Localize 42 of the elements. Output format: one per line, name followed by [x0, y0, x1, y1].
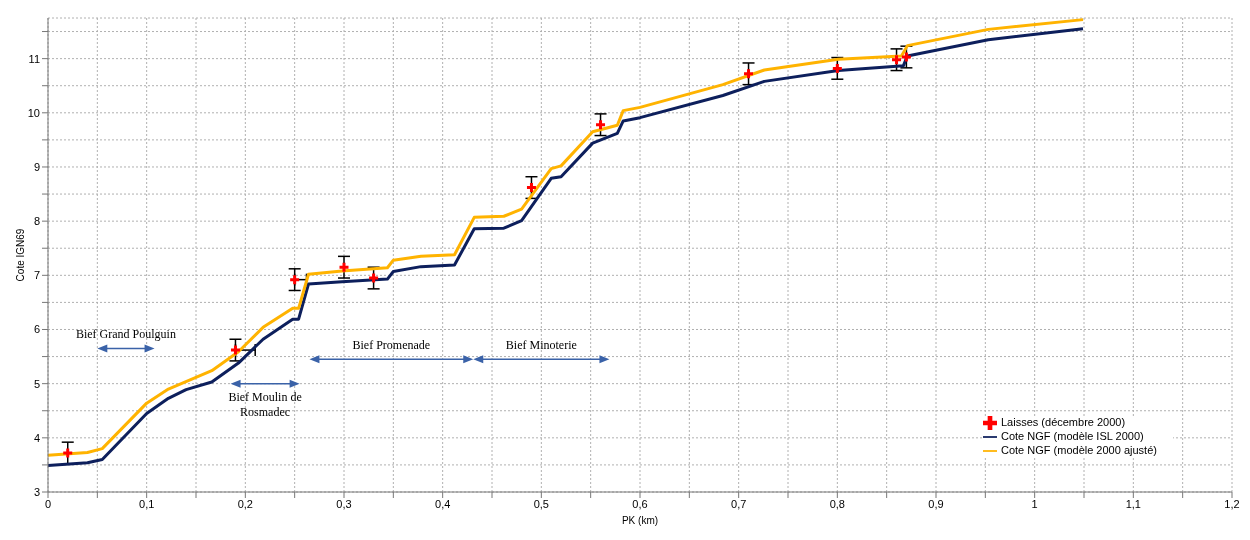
- y-axis-title: Cote IGN69: [14, 228, 26, 282]
- x-tick-label: 1,2: [1224, 497, 1240, 510]
- y-tick-label: 5: [33, 377, 40, 390]
- y-tick-label: 7: [33, 269, 40, 282]
- x-tick-label: 0,4: [435, 497, 451, 510]
- y-tick-label: 10: [27, 106, 40, 119]
- point: [339, 262, 349, 272]
- point: [526, 183, 536, 193]
- x-tick-label: 0,6: [632, 497, 648, 510]
- x-axis-title: PK (km): [621, 515, 659, 526]
- point: [901, 52, 911, 62]
- y-tick-label: 4: [33, 431, 40, 444]
- x-tick-label: 1,1: [1125, 497, 1141, 510]
- x-tick-label: 0,2: [237, 497, 253, 510]
- point: [832, 63, 842, 73]
- annotation: Bief Grand Poulguin: [75, 327, 176, 342]
- y-tick-label: 9: [33, 160, 40, 173]
- x-tick-label: 0,8: [829, 497, 845, 510]
- annotation: Bief Minoterie: [505, 338, 577, 353]
- y-tick-label: 8: [33, 215, 40, 228]
- x-tick-label: 1: [1031, 497, 1038, 510]
- y-tick-label: 3: [33, 485, 40, 498]
- x-tick-label: 0,9: [928, 497, 944, 510]
- x-tick-label: 0,3: [336, 497, 352, 510]
- x-tick-label: 0,7: [731, 497, 747, 510]
- annotation: Bief Moulin de Rosmadec: [228, 389, 302, 419]
- x-tick-label: 0,1: [139, 497, 155, 510]
- point: [369, 273, 379, 283]
- point: [892, 55, 902, 65]
- legend-label: Cote NGF (modèle 2000 ajusté): [1001, 444, 1157, 457]
- annotation: Bief Promenade: [352, 338, 431, 353]
- x-tick-label: 0: [44, 497, 52, 510]
- legend-label: Cote NGF (modèle ISL 2000): [1001, 430, 1144, 443]
- x-tick-label: 0,5: [533, 497, 549, 510]
- y-tick-label: 11: [28, 52, 40, 65]
- point: [230, 345, 240, 355]
- point: [63, 448, 73, 458]
- point: [596, 120, 606, 130]
- legend-label: Laisses (décembre 2000): [1001, 416, 1126, 428]
- point: [290, 275, 300, 285]
- y-tick-label: 6: [33, 323, 40, 336]
- point: [744, 69, 754, 79]
